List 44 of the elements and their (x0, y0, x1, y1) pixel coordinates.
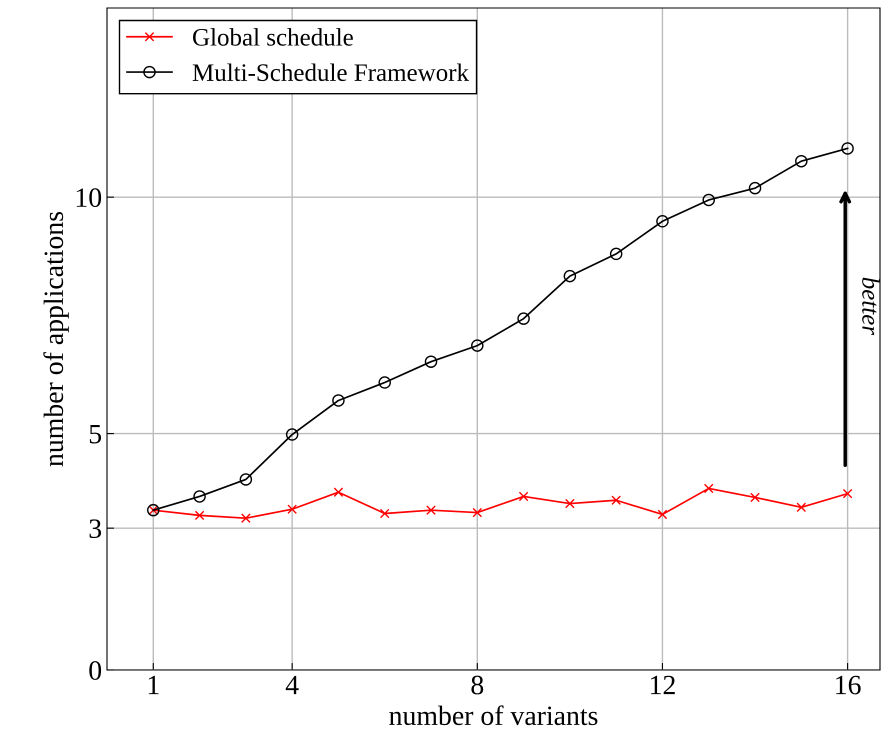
y-tick-label: 5 (90, 425, 102, 444)
point (704, 484, 714, 494)
point (702, 194, 715, 206)
x-tick-label: 4 (286, 676, 299, 694)
point (472, 508, 482, 518)
point (332, 394, 345, 407)
y-tick-label: 10 (76, 188, 102, 208)
point (426, 505, 436, 516)
point (241, 513, 251, 524)
point (286, 428, 298, 441)
y-axis-title: number of applications (43, 212, 69, 466)
legend-label: Multi-Schedule Framework (192, 63, 470, 82)
y-tick-label: 3 (90, 519, 102, 538)
annotation: better (862, 278, 880, 336)
point (656, 215, 669, 228)
point (795, 154, 808, 168)
legend-label: Global schedule (193, 28, 353, 46)
point (564, 270, 576, 282)
point (378, 376, 391, 389)
point (658, 510, 668, 520)
point (193, 490, 206, 503)
point (841, 142, 854, 155)
point (287, 504, 298, 514)
point (750, 492, 760, 502)
point (471, 339, 484, 352)
point (565, 498, 575, 508)
point (611, 495, 622, 506)
x-tick-label: 16 (836, 676, 861, 694)
point (240, 473, 252, 486)
point (610, 248, 622, 260)
point (518, 492, 528, 502)
x-tick-label: 12 (651, 676, 675, 694)
point (424, 355, 438, 368)
y-tick-label: 0 (89, 661, 102, 680)
x-tick-label: 8 (471, 676, 484, 694)
point (380, 508, 390, 518)
point (334, 487, 344, 498)
point (194, 510, 204, 520)
x-axis-title: number of variants (389, 705, 598, 726)
point (796, 502, 806, 512)
point (517, 312, 530, 325)
point (748, 182, 762, 194)
x-tick-label: 1 (148, 676, 159, 694)
point (842, 488, 852, 498)
